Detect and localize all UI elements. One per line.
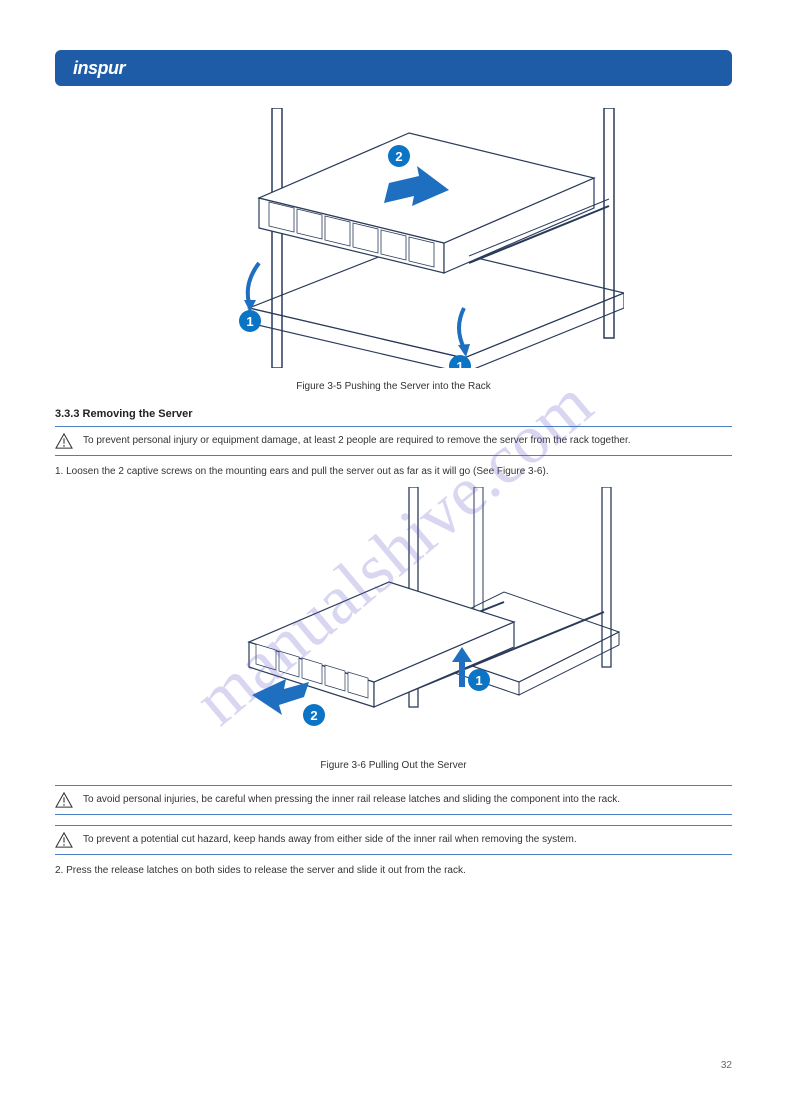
figure-1-caption: Figure 3-5 Pushing the Server into the R… [55, 381, 732, 392]
header-bar: inspur [55, 50, 732, 86]
divider [55, 785, 732, 786]
server-pull-diagram: 1 2 [164, 487, 624, 747]
caution-3-block: To prevent a potential cut hazard, keep … [55, 825, 732, 855]
page-number: 32 [721, 1060, 732, 1071]
callout-1-left: 1 [246, 314, 253, 329]
caution-3: To prevent a potential cut hazard, keep … [55, 832, 732, 848]
step-2-text: 2. Press the release latches on both sid… [55, 863, 732, 878]
page-container: inspur [0, 0, 787, 1106]
section-removing: 3.3.3 Removing the Server To prevent per… [55, 408, 732, 456]
caution-1: To prevent personal injury or equipment … [55, 433, 732, 449]
caution-2-block: To avoid personal injuries, be careful w… [55, 785, 732, 815]
figure-2-block: 1 2 Figure 3-6 Pulling Out the Server [55, 487, 732, 771]
divider [55, 455, 732, 456]
divider [55, 814, 732, 815]
callout-1-right: 1 [456, 359, 463, 368]
callout-2: 2 [310, 708, 317, 723]
divider [55, 426, 732, 427]
caution-3-text: To prevent a potential cut hazard, keep … [83, 832, 732, 847]
section-heading: 3.3.3 Removing the Server [55, 408, 732, 420]
divider [55, 825, 732, 826]
warning-icon [55, 433, 73, 449]
warning-icon [55, 832, 73, 848]
figure-2-illustration: 1 2 [164, 487, 624, 752]
caution-2-text: To avoid personal injuries, be careful w… [83, 792, 732, 807]
caution-1-text: To prevent personal injury or equipment … [83, 433, 732, 448]
figure-1-block: 2 1 1 Figure 3-5 Pushing the Server into… [55, 108, 732, 392]
warning-icon [55, 792, 73, 808]
divider [55, 854, 732, 855]
step-1-text: 1. Loosen the 2 captive screws on the mo… [55, 464, 732, 479]
callout-2: 2 [395, 149, 402, 164]
figure-2-caption: Figure 3-6 Pulling Out the Server [55, 760, 732, 771]
brand-logo: inspur [73, 58, 125, 79]
figure-1-illustration: 2 1 1 [164, 108, 624, 373]
server-push-diagram: 2 1 1 [164, 108, 624, 368]
callout-1: 1 [475, 673, 482, 688]
caution-2: To avoid personal injuries, be careful w… [55, 792, 732, 808]
